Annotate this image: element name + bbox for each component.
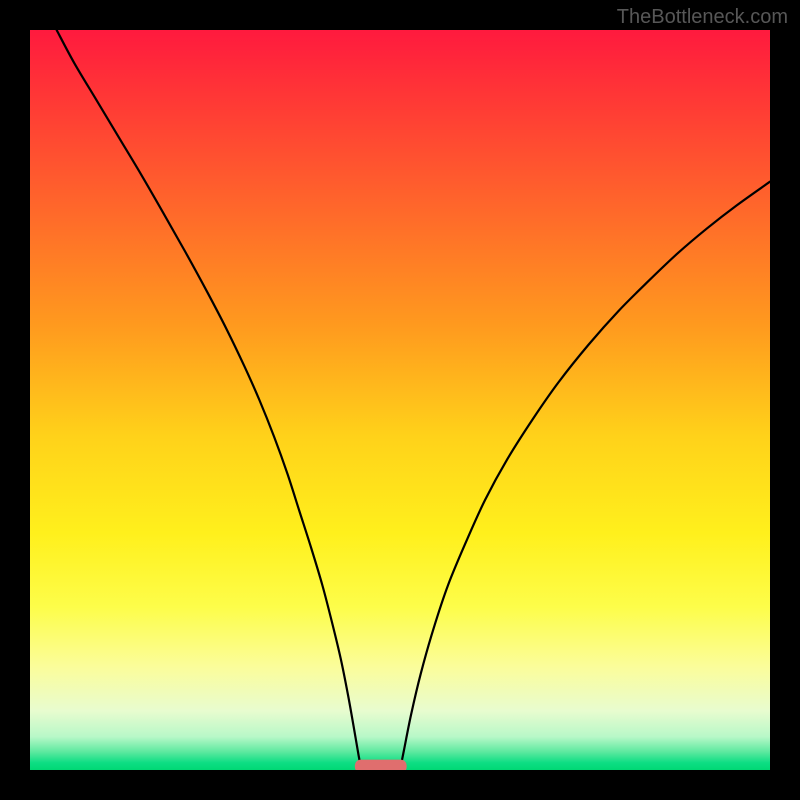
optimal-marker [355,760,407,770]
gradient-background [30,30,770,770]
chart-canvas: TheBottleneck.com [0,0,800,800]
watermark-text: TheBottleneck.com [617,6,788,29]
plot-area [30,30,770,770]
plot-svg [30,30,770,770]
